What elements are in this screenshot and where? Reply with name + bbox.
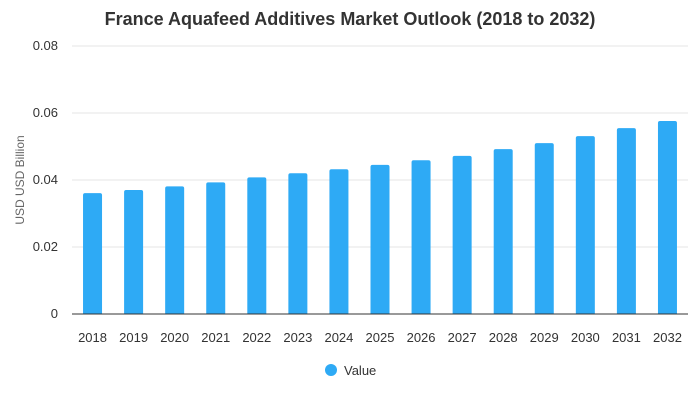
x-tick-label: 2019	[119, 330, 148, 345]
x-tick-label: 2026	[407, 330, 436, 345]
x-tick-label: 2022	[242, 330, 271, 345]
x-tick-label: 2021	[201, 330, 230, 345]
x-tick-label: 2018	[78, 330, 107, 345]
x-tick-label: 2031	[612, 330, 641, 345]
y-tick-label: 0.08	[33, 38, 58, 53]
legend-label-value: Value	[344, 363, 376, 378]
bar-2022[interactable]	[247, 177, 267, 314]
x-tick-label: 2025	[366, 330, 395, 345]
y-axis-ticks: 0 0.02 0.04 0.06 0.08	[33, 38, 58, 321]
bar-2018[interactable]	[83, 193, 103, 314]
x-axis-ticks: 2018 2019 2020 2021 2022 2023 2024 2025 2026 2027…	[78, 330, 682, 345]
y-tick-label: 0.02	[33, 239, 58, 254]
x-tick-label: 2023	[283, 330, 312, 345]
y-axis-label: USD USD Billion	[13, 135, 27, 224]
bar-2020[interactable]	[165, 186, 185, 314]
bar-2031[interactable]	[616, 128, 636, 314]
x-tick-label: 2030	[571, 330, 600, 345]
legend[interactable]: Value	[325, 363, 376, 378]
bar-2021[interactable]	[206, 182, 226, 314]
x-tick-label: 2027	[448, 330, 477, 345]
bars	[83, 121, 677, 314]
chart-title: France Aquafeed Additives Market Outlook…	[105, 9, 596, 29]
y-tick-label: 0	[51, 306, 58, 321]
bar-2027[interactable]	[452, 155, 472, 314]
bar-2025[interactable]	[370, 164, 390, 314]
bar-2023[interactable]	[288, 173, 308, 314]
x-tick-label: 2032	[653, 330, 682, 345]
bar-2024[interactable]	[329, 169, 349, 314]
bar-2032[interactable]	[657, 121, 677, 314]
bar-2028[interactable]	[493, 149, 513, 314]
bar-2030[interactable]	[575, 136, 595, 314]
x-tick-label: 2029	[530, 330, 559, 345]
y-tick-label: 0.06	[33, 105, 58, 120]
x-tick-label: 2024	[324, 330, 353, 345]
y-tick-label: 0.04	[33, 172, 58, 187]
bar-2029[interactable]	[534, 143, 554, 314]
bar-2026[interactable]	[411, 160, 431, 314]
x-tick-label: 2020	[160, 330, 189, 345]
x-tick-label: 2028	[489, 330, 518, 345]
bar-2019[interactable]	[124, 190, 144, 314]
legend-marker-value	[325, 364, 337, 376]
